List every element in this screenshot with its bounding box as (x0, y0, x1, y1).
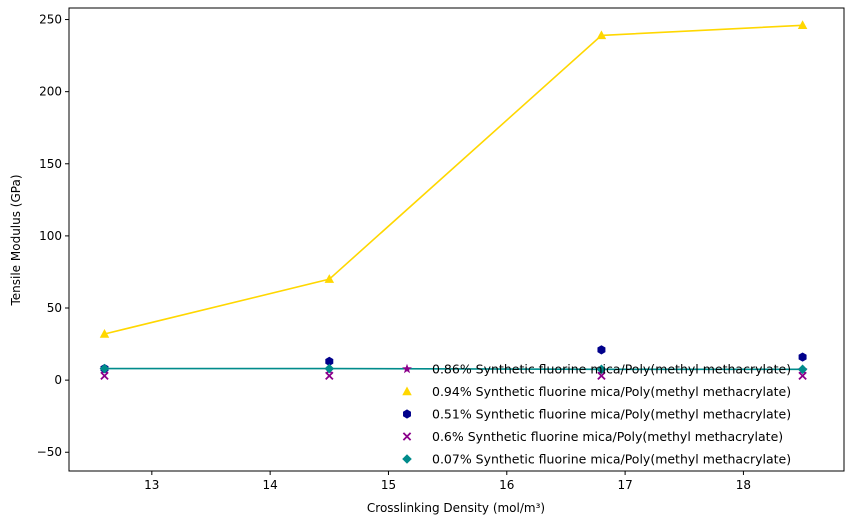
plot-area (68, 7, 845, 472)
y-axis-ticks: −50 0 50 100 150 200 250 (37, 13, 69, 459)
legend-label-4: 0.07% Synthetic fluorine mica/Poly(methy… (432, 452, 791, 467)
legend-label-2: 0.51% Synthetic fluorine mica/Poly(methy… (432, 407, 791, 422)
y-axis-label: Tensile Modulus (GPa) (9, 174, 23, 306)
data-point-s4-3 (797, 364, 808, 375)
y-tick-label-2: 50 (47, 301, 62, 315)
legend-marker-4 (402, 454, 412, 464)
data-point-s1-3 (797, 20, 808, 30)
data-point-s3-1 (325, 371, 334, 381)
x-tick-label-0: 13 (144, 478, 159, 492)
x-axis-label: Crosslinking Density (mol/m³) (367, 501, 545, 515)
x-tick-label-5: 18 (736, 478, 751, 492)
data-point-s4-1 (324, 363, 335, 374)
data-point-s4-0 (99, 363, 110, 374)
data-point-s1-2 (596, 30, 607, 40)
x-tick-label-2: 15 (381, 478, 396, 492)
x-tick-label-1: 14 (263, 478, 278, 492)
series-line-4 (104, 367, 803, 371)
y-tick-label-5: 200 (39, 85, 62, 99)
y-tick-label-1: 0 (54, 373, 62, 387)
fit-lines-layer (104, 24, 803, 371)
legend-marker-2 (403, 409, 411, 419)
data-point-s2-2 (597, 345, 606, 355)
legend-marker-1 (402, 386, 412, 396)
data-point-s1-0 (99, 328, 110, 338)
legend: 0.86% Synthetic fluorine mica/Poly(methy… (402, 362, 791, 467)
x-tick-label-3: 16 (499, 478, 514, 492)
data-point-s2-1 (325, 356, 334, 366)
legend-label-0: 0.86% Synthetic fluorine mica/Poly(methy… (432, 362, 791, 377)
data-point-s4-2 (596, 364, 607, 375)
data-point-s2-3 (798, 352, 807, 362)
data-point-s1-1 (324, 274, 335, 283)
series-line-1 (104, 24, 803, 335)
legend-label-1: 0.94% Synthetic fluorine mica/Poly(methy… (432, 384, 791, 399)
legend-marker-3 (402, 432, 412, 441)
y-tick-label-3: 100 (39, 229, 62, 243)
x-axis-ticks: 13 14 15 16 17 18 (144, 471, 751, 492)
legend-label-3: 0.6% Synthetic fluorine mica/Poly(methyl… (432, 429, 783, 444)
y-tick-label-0: −50 (37, 445, 62, 459)
data-point-s3-0 (100, 371, 109, 381)
data-point-s3-3 (798, 371, 807, 381)
x-tick-label-4: 17 (617, 478, 632, 492)
points-layer (99, 20, 808, 381)
legend-marker-0 (402, 363, 412, 374)
y-tick-label-4: 150 (39, 157, 62, 171)
y-tick-label-6: 250 (39, 13, 62, 27)
data-point-s3-2 (597, 371, 606, 381)
